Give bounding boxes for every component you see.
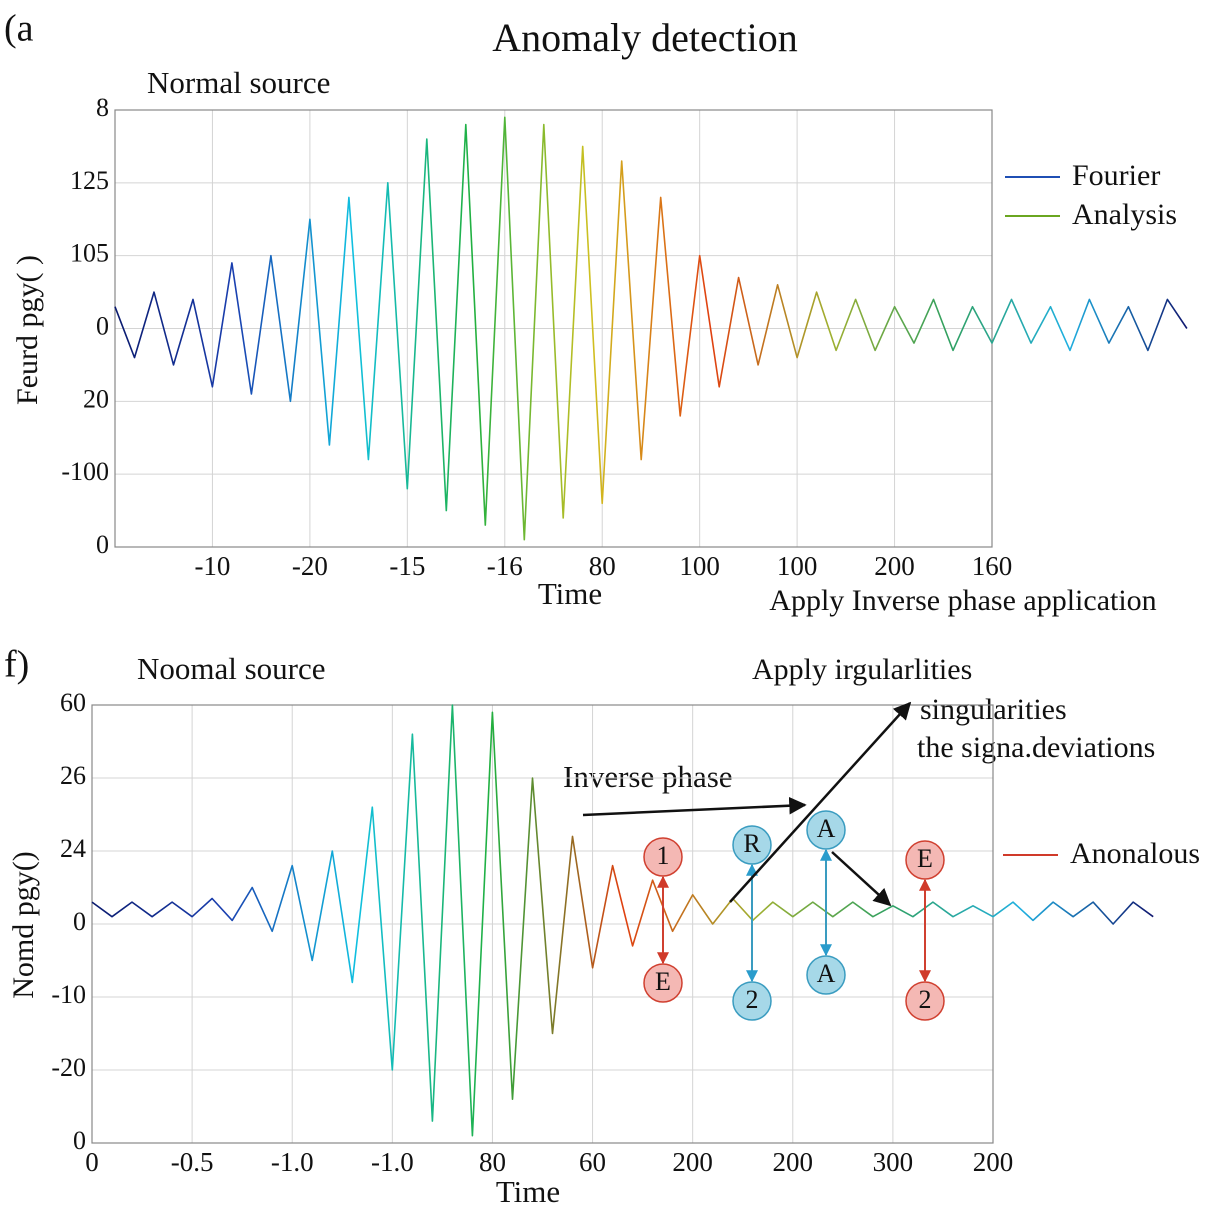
marker-label: 1	[657, 841, 670, 870]
marker-circle	[905, 981, 945, 1021]
x-tick-label: 200	[874, 551, 915, 581]
y-axis-label: Nomd pgy()	[7, 851, 40, 998]
marker-label: A	[817, 814, 836, 843]
y-tick-label: 125	[70, 166, 109, 195]
y-axis-label: Feurd pgy( )	[11, 255, 44, 405]
x-tick-label: 200	[672, 1147, 713, 1177]
y-tick-label: 0	[96, 530, 109, 559]
x-tick-label: -20	[292, 551, 328, 581]
plot: 8 125 105 0 20 -100 0 -10 -20 -15 -16 80 100 100 200 16…	[61, 93, 1188, 581]
x-tick-label: 200	[973, 1147, 1014, 1177]
legend-label: Fourier	[1072, 159, 1160, 192]
panel-label: f)	[4, 644, 29, 686]
x-tick-label: 100	[777, 551, 818, 581]
arrow	[831, 851, 892, 907]
marker-circle	[806, 810, 846, 850]
plot-frame	[91, 704, 994, 1144]
x-axis-label: Time	[538, 576, 602, 611]
x-tick-label: -16	[487, 551, 523, 581]
marker-circle	[806, 955, 846, 995]
subtitle: Noomal source	[137, 651, 326, 686]
x-tick-label: 60	[579, 1147, 606, 1177]
legend-label: Analysis	[1072, 198, 1177, 231]
y-tick-label: -100	[61, 457, 109, 486]
x-tick-label: -1.0	[271, 1147, 314, 1177]
annotation: Apply Inverse phase application	[769, 584, 1156, 617]
note: Inverse phase	[563, 759, 733, 794]
y-tick-label: 20	[83, 384, 109, 413]
plot-frame	[114, 109, 993, 548]
arrow	[582, 796, 807, 817]
y-tick-label: 0	[73, 1126, 86, 1155]
x-tick-label: 80	[589, 551, 616, 581]
marker-label: 2	[919, 985, 932, 1014]
y-tick-label: 24	[60, 834, 86, 863]
y-tick-label: 105	[70, 239, 109, 268]
chart-title: Anomaly detection	[492, 15, 797, 60]
x-tick-label: -1.0	[371, 1147, 414, 1177]
x-tick-label: -0.5	[171, 1147, 214, 1177]
arrow	[729, 701, 912, 903]
x-tick-label: 100	[679, 551, 720, 581]
y-tick-label: 60	[60, 688, 86, 717]
y-tick-label: 0	[73, 907, 86, 936]
subtitle: Normal source	[147, 65, 330, 100]
y-tick-label: 0	[96, 311, 109, 340]
panel-label: (a	[4, 8, 34, 50]
signal-line	[114, 116, 1188, 541]
note: Apply irgularlities	[752, 653, 972, 686]
marker-label: E	[917, 844, 933, 873]
x-tick-label: 160	[972, 551, 1013, 581]
x-tick-label: 200	[773, 1147, 814, 1177]
signal-line	[91, 704, 1154, 1137]
x-tick-label: 80	[479, 1147, 506, 1177]
marker-label: 2	[746, 985, 759, 1014]
marker-circle	[732, 981, 772, 1021]
marker-circle	[643, 963, 683, 1003]
x-tick-label: -10	[194, 551, 230, 581]
x-axis-label: Time	[496, 1174, 560, 1209]
marker-circle	[905, 840, 945, 880]
y-tick-label: 26	[60, 761, 86, 790]
marker-circle	[732, 825, 772, 865]
y-tick-label: -10	[51, 980, 86, 1009]
y-tick-label: 8	[96, 93, 109, 122]
marker-label: R	[743, 829, 761, 858]
marker-circle	[643, 837, 683, 877]
marker-label: E	[655, 967, 671, 996]
x-tick-label: 0	[85, 1147, 99, 1177]
note: the signa.deviations	[917, 731, 1155, 764]
y-tick-label: -20	[51, 1053, 86, 1082]
marker-label: A	[817, 959, 836, 988]
x-tick-label: 300	[873, 1147, 914, 1177]
x-tick-label: -15	[389, 551, 425, 581]
legend-label: Anonalous	[1070, 837, 1200, 870]
